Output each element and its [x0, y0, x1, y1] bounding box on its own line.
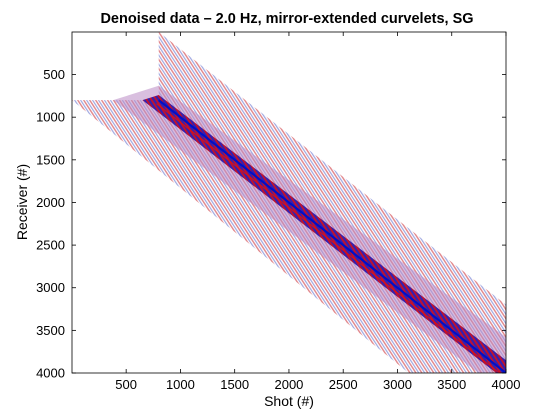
- x-tick-label: 1500: [220, 377, 249, 392]
- x-tick-label: 3000: [383, 377, 412, 392]
- y-tick-label: 4000: [36, 366, 65, 381]
- y-tick-label: 3000: [36, 280, 65, 295]
- diagonal-red-line: [156, 103, 501, 373]
- y-tick-label: 1500: [36, 152, 65, 167]
- x-tick-label: 1000: [166, 377, 195, 392]
- y-tick-label: 500: [43, 67, 65, 82]
- x-tick-label: 4000: [492, 377, 521, 392]
- y-axis-label: Receiver (#): [14, 164, 30, 240]
- diagonal-blue-line: [158, 99, 506, 373]
- y-axis: 500 1000 1500 2000 2500 3000 3500 4000: [36, 67, 506, 381]
- x-axis: 500 1000 1500 2000 2500 3000 3500 4000: [115, 32, 520, 392]
- chart-title: Denoised data – 2.0 Hz, mirror-extended …: [100, 11, 473, 27]
- y-tick-label: 2000: [36, 195, 65, 210]
- x-axis-label: Shot (#): [264, 393, 314, 409]
- x-tick-label: 2000: [274, 377, 303, 392]
- x-tick-label: 500: [115, 377, 137, 392]
- x-tick-label: 2500: [329, 377, 358, 392]
- y-tick-label: 3500: [36, 323, 65, 338]
- y-tick-label: 2500: [36, 238, 65, 253]
- y-tick-label: 1000: [36, 110, 65, 125]
- plot-data-group: [72, 32, 506, 373]
- x-tick-label: 3500: [437, 377, 466, 392]
